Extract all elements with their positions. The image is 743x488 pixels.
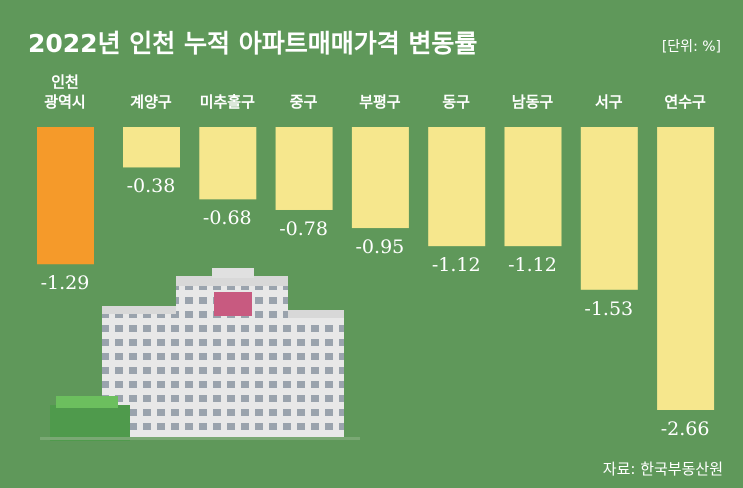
- x-tick-label: 연수구: [664, 93, 706, 111]
- value-label: -1.53: [584, 297, 634, 320]
- value-label: -1.12: [431, 254, 481, 277]
- x-tick-label: 서구: [594, 93, 623, 111]
- bar: [351, 127, 409, 229]
- unit-note: [단위: %]: [661, 39, 721, 55]
- value-label: -1.29: [40, 272, 90, 295]
- x-tick-label: 남동구: [511, 93, 554, 111]
- chart-title: 2022년 인천 누적 아파트매매가격 변동률: [28, 29, 478, 58]
- x-tick-label: 계양구: [130, 93, 172, 111]
- value-label: -0.68: [202, 207, 252, 230]
- bar: [428, 127, 486, 247]
- bar: [504, 127, 562, 247]
- bar: [37, 127, 94, 265]
- x-tick-label: 부평구: [359, 93, 401, 111]
- bar: [580, 127, 638, 290]
- value-label: -0.95: [355, 236, 405, 259]
- bar: [123, 127, 180, 168]
- building-illustration: [40, 268, 360, 441]
- value-label: -2.66: [660, 418, 710, 440]
- source-note: 자료: 한국부동산원: [602, 460, 723, 478]
- bar: [657, 127, 715, 410]
- value-label: -0.38: [126, 175, 176, 198]
- bar: [199, 127, 257, 200]
- x-tick-label: 중구: [289, 93, 318, 111]
- value-label: -1.12: [508, 254, 557, 277]
- x-tick-label: 인천 광역시: [44, 73, 86, 111]
- value-label: -0.78: [279, 217, 328, 240]
- bar: [275, 127, 333, 210]
- x-tick-label: 미추홀구: [199, 93, 255, 111]
- x-tick-label: 동구: [442, 93, 470, 111]
